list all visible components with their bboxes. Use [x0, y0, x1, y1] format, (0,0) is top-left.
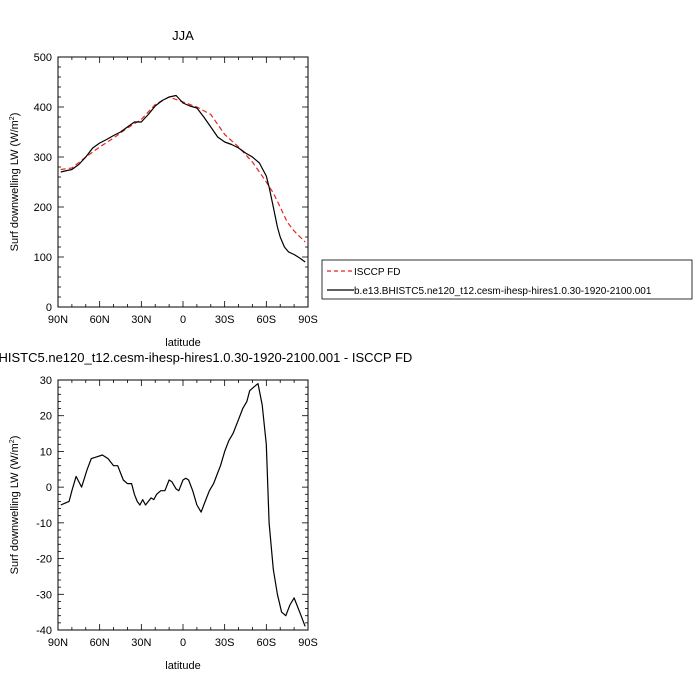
top-x-tick-label: 90N: [48, 314, 68, 326]
bottom-x-tick-label: 90S: [298, 637, 318, 649]
top-series-line-0: [60, 96, 306, 243]
top-x-tick-label: 30N: [131, 314, 151, 326]
legend-label-isccp: ISCCP FD: [354, 267, 401, 278]
top-x-axis-label: latitude: [165, 337, 200, 349]
top-y-tick-label: 400: [34, 102, 52, 114]
bottom-chart: b.e13.BHISTC5.ne120_t12.cesm-ihesp-hires…: [0, 350, 412, 672]
bottom-y-axis-label: Surf downwelling LW (W/m2): [9, 436, 21, 575]
bottom-y-tick-label: -10: [36, 518, 52, 530]
top-chart-title: JJA: [172, 28, 194, 43]
top-x-tick-label: 0: [180, 314, 186, 326]
bottom-x-tick-label: 30S: [215, 637, 235, 649]
bottom-x-tick-label: 30N: [131, 637, 151, 649]
top-chart: JJA 90N 60N 30N 0 30S 60S 90S0100200300400500 …: [9, 28, 318, 349]
bottom-plot-frame: [57, 379, 309, 631]
bottom-y-tick-label: 30: [40, 375, 52, 387]
bottom-y-tick-label: 10: [40, 446, 52, 458]
legend: ISCCP FD b.e13.BHISTC5.ne120_t12.cesm-ih…: [321, 259, 693, 300]
top-y-tick-label: 300: [34, 152, 52, 164]
bottom-y-tick-label: 20: [40, 411, 52, 423]
bottom-y-tick-label: -30: [36, 589, 52, 601]
bottom-x-tick-label: 60N: [90, 637, 110, 649]
bottom-x-tick-label: 60S: [257, 637, 277, 649]
bottom-series-line-0: [60, 383, 306, 627]
bottom-y-tick-label: -40: [36, 625, 52, 637]
top-y-axis-label: Surf downwelling LW (W/m2): [9, 113, 21, 252]
bottom-x-tick-label: 90N: [48, 637, 68, 649]
bottom-y-tick-label: -20: [36, 554, 52, 566]
legend-label-model: b.e13.BHISTC5.ne120_t12.cesm-ihesp-hires…: [354, 286, 652, 297]
top-y-tick-label: 100: [34, 252, 52, 264]
top-y-tick-label: 0: [46, 302, 52, 314]
top-x-tick-label: 30S: [215, 314, 235, 326]
top-x-tick-label: 60N: [90, 314, 110, 326]
bottom-x-axis-label: latitude: [165, 660, 200, 672]
top-x-tick-label: 60S: [257, 314, 277, 326]
top-y-tick-label: 500: [34, 52, 52, 64]
bottom-y-tick-label: 0: [46, 482, 52, 494]
legend-box: [321, 259, 693, 300]
bottom-chart-title: b.e13.BHISTC5.ne120_t12.cesm-ihesp-hires…: [0, 350, 412, 365]
top-y-tick-label: 200: [34, 202, 52, 214]
top-x-tick-label: 90S: [298, 314, 318, 326]
top-plot-frame: [57, 56, 309, 308]
top-series-line-1: [60, 94, 306, 263]
bottom-x-tick-label: 0: [180, 637, 186, 649]
